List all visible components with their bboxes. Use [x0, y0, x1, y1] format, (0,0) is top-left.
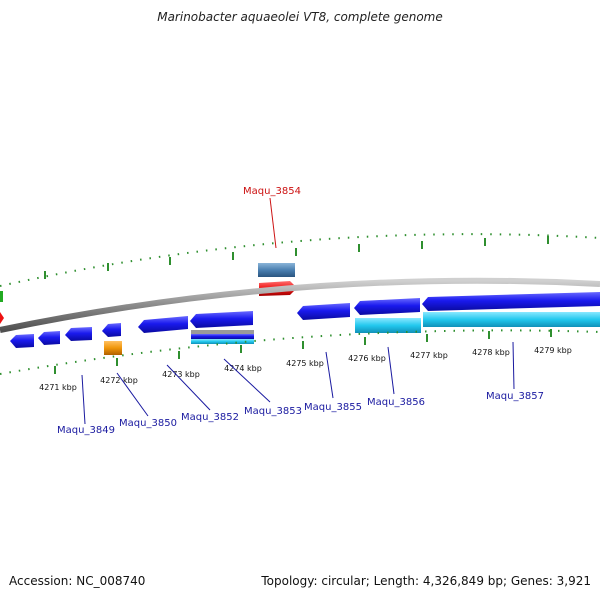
map-title: Marinobacter aquaeolei VT8, complete gen… — [157, 10, 443, 24]
reverse-genes — [10, 292, 600, 355]
scale-label: 4271 kbp — [39, 383, 77, 392]
scale-label: 4274 kbp — [224, 364, 262, 373]
gene-3853-track-cyan — [191, 339, 254, 344]
gene-3857 — [422, 292, 600, 311]
gene-3855 — [297, 303, 350, 320]
leader-line-3853 — [223, 358, 271, 403]
gene-steel-3854 — [258, 263, 295, 277]
scale-label: 4275 kbp — [286, 359, 324, 368]
leader-line-3857 — [512, 341, 515, 390]
gene-orange — [104, 341, 122, 355]
scale-label: 4279 kbp — [534, 346, 572, 355]
gene-labels: Maqu_3849 Maqu_3850 Maqu_3852 Maqu_3853 … — [57, 186, 544, 436]
leader-line-3856 — [387, 346, 395, 395]
gene-3851b — [102, 323, 121, 337]
gene-3850 — [38, 331, 60, 345]
leader-line-3849 — [81, 374, 86, 425]
gene-3856 — [354, 298, 420, 315]
gene-3853-track-blue — [191, 334, 254, 339]
gene-label: Maqu_3855 — [304, 402, 362, 413]
scale-label: 4276 kbp — [348, 354, 386, 363]
gene-3853 — [190, 311, 253, 328]
accession-text: Accession: NC_008740 — [9, 574, 146, 588]
gene-3856-cyan — [355, 318, 421, 333]
gene-label: Maqu_3853 — [244, 406, 302, 417]
outer-tick-ring — [0, 233, 600, 287]
edge-gene-red — [0, 312, 4, 324]
leader-line-3850 — [116, 372, 149, 417]
gene-label: Maqu_3849 — [57, 425, 115, 436]
scale-labels: 4271 kbp 4272 kbp 4273 kbp 4274 kbp 4275… — [39, 346, 572, 392]
gene-3857-cyan — [423, 312, 600, 327]
genome-summary-text: Topology: circular; Length: 4,326,849 bp… — [261, 574, 591, 588]
scale-label: 4272 kbp — [100, 376, 138, 385]
leader-line-3854 — [269, 197, 277, 249]
gene-3849 — [10, 334, 34, 348]
gene-label: Maqu_3857 — [486, 391, 544, 402]
gene-label: Maqu_3850 — [119, 418, 177, 429]
scale-label: 4278 kbp — [472, 348, 510, 357]
gene-3851 — [65, 327, 92, 341]
gene-3852 — [138, 316, 188, 333]
scale-label: 4277 kbp — [410, 351, 448, 360]
leader-lines — [81, 197, 515, 425]
scale-label: 4273 kbp — [162, 370, 200, 379]
inner-tick-ring — [0, 329, 600, 375]
gene-label-highlight: Maqu_3854 — [243, 186, 301, 197]
outer-tick-ring-path — [0, 233, 600, 287]
leader-line-3855 — [325, 351, 334, 399]
gene-label: Maqu_3856 — [367, 397, 425, 408]
gene-3853-track-grey — [191, 330, 254, 334]
gene-label: Maqu_3852 — [181, 412, 239, 423]
edge-gene-green — [0, 291, 3, 302]
genome-backbone — [0, 277, 600, 333]
leader-line-3852 — [166, 364, 211, 411]
